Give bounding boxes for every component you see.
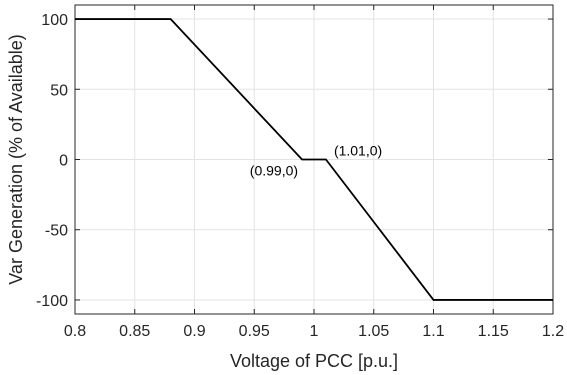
y-tick-label: 100: [41, 12, 68, 29]
annotations: (0.99,0) (1.01,0): [250, 143, 382, 179]
point-annotation: (1.01,0): [334, 143, 382, 159]
y-tick-label: 50: [50, 82, 68, 99]
x-tick-label: 1: [310, 323, 319, 340]
x-tick-label: 0.85: [119, 323, 150, 340]
point-annotation: (0.99,0): [250, 163, 298, 179]
series-line: [75, 18, 553, 301]
y-axis-label: Var Generation (% of Available): [6, 34, 26, 284]
x-tick-label: 0.95: [239, 323, 270, 340]
x-tick-label: 0.9: [183, 323, 205, 340]
x-tick-label: 1.15: [478, 323, 509, 340]
y-tick-label: -50: [45, 223, 68, 240]
ticks: 0.8 0.85 0.9 0.95 1 1.05 1.1 1.15 1.2 -100 -50 0 50 1…: [36, 5, 564, 340]
x-axis-label: Voltage of PCC [p.u.]: [230, 351, 398, 371]
series: [75, 18, 553, 301]
x-tick-label: 1.05: [358, 323, 389, 340]
x-tick-label: 0.8: [64, 323, 86, 340]
y-tick-label: -100: [36, 293, 68, 310]
y-tick-label: 0: [59, 153, 68, 170]
x-tick-label: 1.1: [422, 323, 444, 340]
x-tick-label: 1.2: [542, 323, 564, 340]
